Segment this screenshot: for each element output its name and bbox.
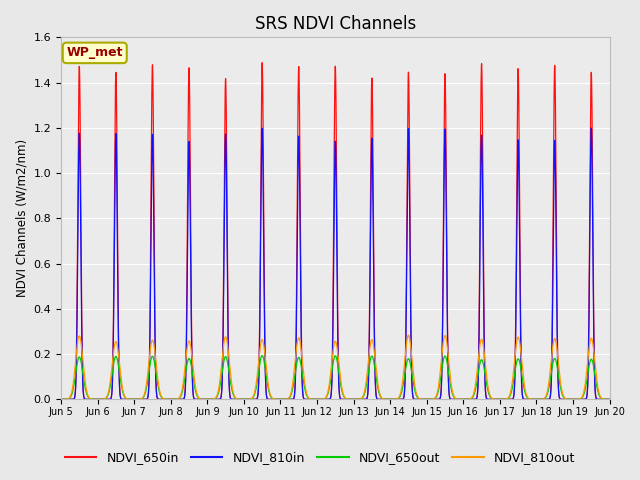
NDVI_650out: [605, 396, 613, 402]
NDVI_810in: [493, 396, 501, 402]
NDVI_650in: [406, 158, 413, 164]
NDVI_810out: [256, 349, 264, 355]
NDVI_650in: [259, 60, 266, 66]
NDVI_650in: [493, 396, 501, 402]
NDVI_810in: [256, 336, 264, 342]
NDVI_810out: [605, 396, 613, 402]
Line: NDVI_810out: NDVI_810out: [61, 335, 609, 399]
NDVI_810in: [381, 396, 389, 402]
NDVI_650out: [382, 396, 390, 402]
NDVI_810out: [406, 336, 413, 341]
NDVI_810in: [605, 396, 613, 402]
NDVI_650in: [382, 396, 390, 402]
NDVI_810out: [464, 396, 472, 402]
NDVI_650in: [57, 396, 65, 402]
NDVI_650out: [256, 362, 264, 368]
NDVI_650in: [84, 396, 92, 402]
NDVI_650in: [464, 396, 472, 402]
NDVI_810in: [406, 192, 413, 198]
Line: NDVI_810in: NDVI_810in: [61, 128, 609, 399]
NDVI_650out: [259, 353, 266, 359]
NDVI_810out: [493, 396, 501, 402]
NDVI_810out: [381, 396, 389, 402]
Text: WP_met: WP_met: [67, 47, 123, 60]
NDVI_650out: [493, 396, 501, 402]
NDVI_810in: [57, 396, 65, 402]
NDVI_650out: [464, 396, 472, 402]
NDVI_650in: [605, 396, 613, 402]
NDVI_810out: [84, 394, 92, 400]
NDVI_810in: [84, 396, 92, 402]
NDVI_650out: [57, 396, 65, 402]
NDVI_810in: [588, 125, 595, 131]
NDVI_650in: [256, 322, 264, 327]
NDVI_810out: [57, 396, 65, 402]
NDVI_810in: [464, 396, 472, 402]
NDVI_810out: [404, 332, 412, 338]
NDVI_650out: [84, 395, 92, 400]
Line: NDVI_650out: NDVI_650out: [61, 356, 609, 399]
Line: NDVI_650in: NDVI_650in: [61, 63, 609, 399]
NDVI_650out: [406, 358, 413, 363]
Y-axis label: NDVI Channels (W/m2/nm): NDVI Channels (W/m2/nm): [15, 139, 28, 298]
Title: SRS NDVI Channels: SRS NDVI Channels: [255, 15, 416, 33]
Legend: NDVI_650in, NDVI_810in, NDVI_650out, NDVI_810out: NDVI_650in, NDVI_810in, NDVI_650out, NDV…: [60, 446, 580, 469]
